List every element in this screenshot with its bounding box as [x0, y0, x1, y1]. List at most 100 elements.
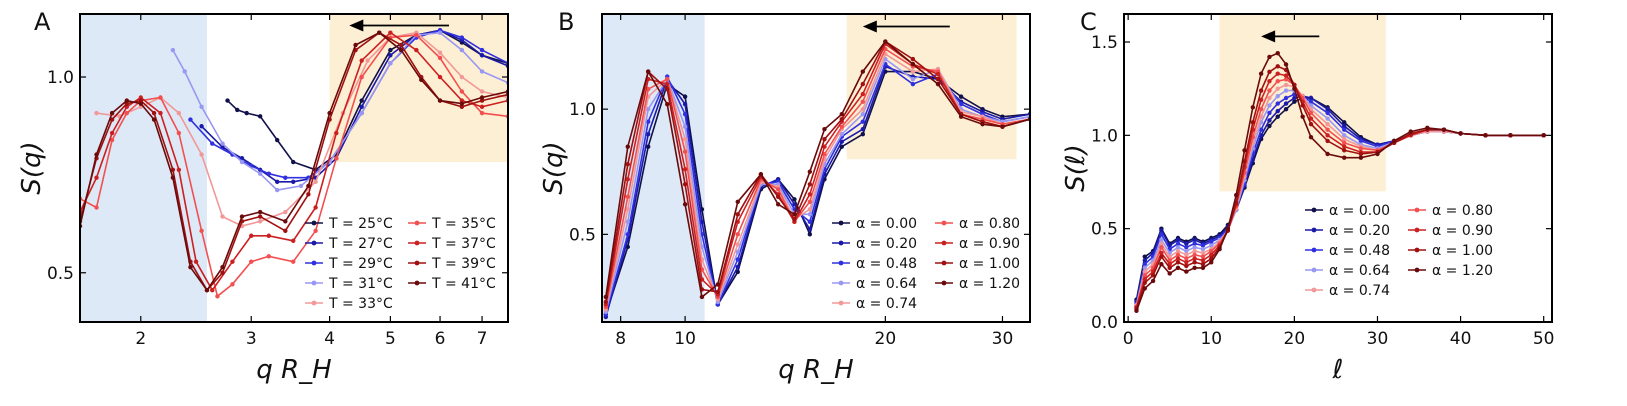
data-point	[1258, 97, 1264, 103]
series-path	[605, 40, 1030, 303]
data-point	[414, 32, 419, 38]
data-point	[266, 254, 272, 259]
data-point	[645, 106, 651, 112]
legend-entry: α = 0.80	[959, 216, 1020, 232]
data-point	[215, 294, 220, 299]
data-point	[479, 89, 485, 94]
data-point	[822, 126, 827, 132]
data-point	[1175, 241, 1181, 246]
data-point	[860, 126, 866, 132]
legend-entry: α = 0.48	[856, 256, 917, 272]
data-point	[1283, 73, 1289, 78]
data-point	[792, 217, 797, 222]
data-point	[1142, 261, 1147, 267]
data-point	[1425, 125, 1430, 131]
legend-marker	[941, 220, 947, 226]
data-point	[388, 30, 393, 35]
data-point	[1342, 136, 1347, 142]
legend-entry: α = 0.20	[1329, 223, 1390, 239]
data-point	[645, 119, 651, 124]
legend-marker	[838, 260, 844, 266]
data-point	[1175, 265, 1181, 271]
legend-marker	[838, 300, 844, 306]
data-point	[220, 214, 225, 219]
x-tick-label: 20	[1284, 329, 1306, 349]
legend-entry: α = 1.00	[1432, 243, 1493, 259]
y-axis-label: S(q)	[17, 141, 47, 194]
y-tick-label: 1.0	[569, 100, 596, 120]
legend-marker	[838, 280, 844, 286]
data-point	[334, 156, 339, 161]
data-point	[1142, 254, 1147, 259]
data-point	[682, 202, 688, 207]
series-path	[80, 34, 508, 298]
data-point	[860, 81, 866, 87]
data-point	[910, 76, 916, 82]
legend-marker	[1311, 227, 1317, 233]
data-point	[625, 219, 630, 225]
data-point	[1142, 280, 1147, 285]
data-point	[1292, 95, 1297, 101]
x-tick-label: 30	[1367, 329, 1389, 349]
x-tick-label: 7	[477, 329, 488, 349]
data-point	[1258, 71, 1264, 76]
data-point	[1142, 286, 1147, 291]
data-point	[1184, 256, 1189, 261]
data-point	[359, 110, 364, 116]
data-point	[1150, 273, 1156, 278]
data-point	[199, 124, 204, 129]
data-point	[313, 228, 318, 234]
data-point	[1200, 243, 1206, 248]
data-point	[230, 259, 235, 264]
data-point	[665, 76, 670, 82]
data-point	[603, 294, 609, 300]
data-point	[1159, 232, 1164, 237]
data-point	[257, 214, 263, 219]
data-point	[807, 227, 813, 232]
data-point	[1167, 271, 1172, 276]
data-point	[1184, 248, 1189, 254]
data-point	[839, 144, 844, 149]
x-tick-label: 10	[1200, 329, 1222, 349]
y-axis-label: S(q)	[539, 141, 569, 194]
data-point	[1250, 105, 1256, 110]
data-point	[1308, 99, 1314, 104]
data-point	[266, 171, 272, 176]
data-point	[182, 69, 187, 74]
data-point	[1292, 86, 1297, 91]
data-point	[1159, 241, 1164, 246]
data-point	[170, 175, 176, 180]
data-point	[1192, 265, 1197, 271]
data-point	[437, 98, 443, 103]
data-point	[807, 199, 813, 205]
data-point	[225, 98, 230, 103]
data-point	[682, 124, 688, 129]
data-point	[980, 121, 985, 127]
data-point	[910, 56, 916, 62]
data-point	[1159, 245, 1164, 250]
legend-marker	[1311, 247, 1317, 253]
data-point	[124, 110, 130, 116]
data-point	[437, 55, 443, 61]
data-point	[682, 101, 688, 107]
panel-c: 0 10 20 30 40 500.00.51.01.5ℓS(ℓ)Cα = 0.00α =…	[1061, 8, 1555, 385]
y-axis-label: S(ℓ)	[1061, 144, 1091, 192]
data-point	[1200, 265, 1206, 271]
legend-entry: α = 0.64	[856, 276, 917, 292]
data-point	[1283, 62, 1289, 67]
data-point	[1275, 71, 1280, 76]
data-point	[1342, 148, 1347, 153]
data-point	[860, 91, 866, 97]
data-point	[1184, 263, 1189, 269]
data-point	[1283, 77, 1289, 82]
data-point	[359, 104, 364, 109]
data-point	[1308, 116, 1314, 121]
data-point	[220, 270, 225, 275]
data-point	[1167, 265, 1172, 271]
data-point	[109, 110, 115, 116]
data-point	[291, 159, 296, 165]
data-point	[735, 232, 740, 237]
data-point	[199, 152, 204, 157]
data-point	[1267, 123, 1272, 129]
data-point	[1375, 151, 1380, 157]
